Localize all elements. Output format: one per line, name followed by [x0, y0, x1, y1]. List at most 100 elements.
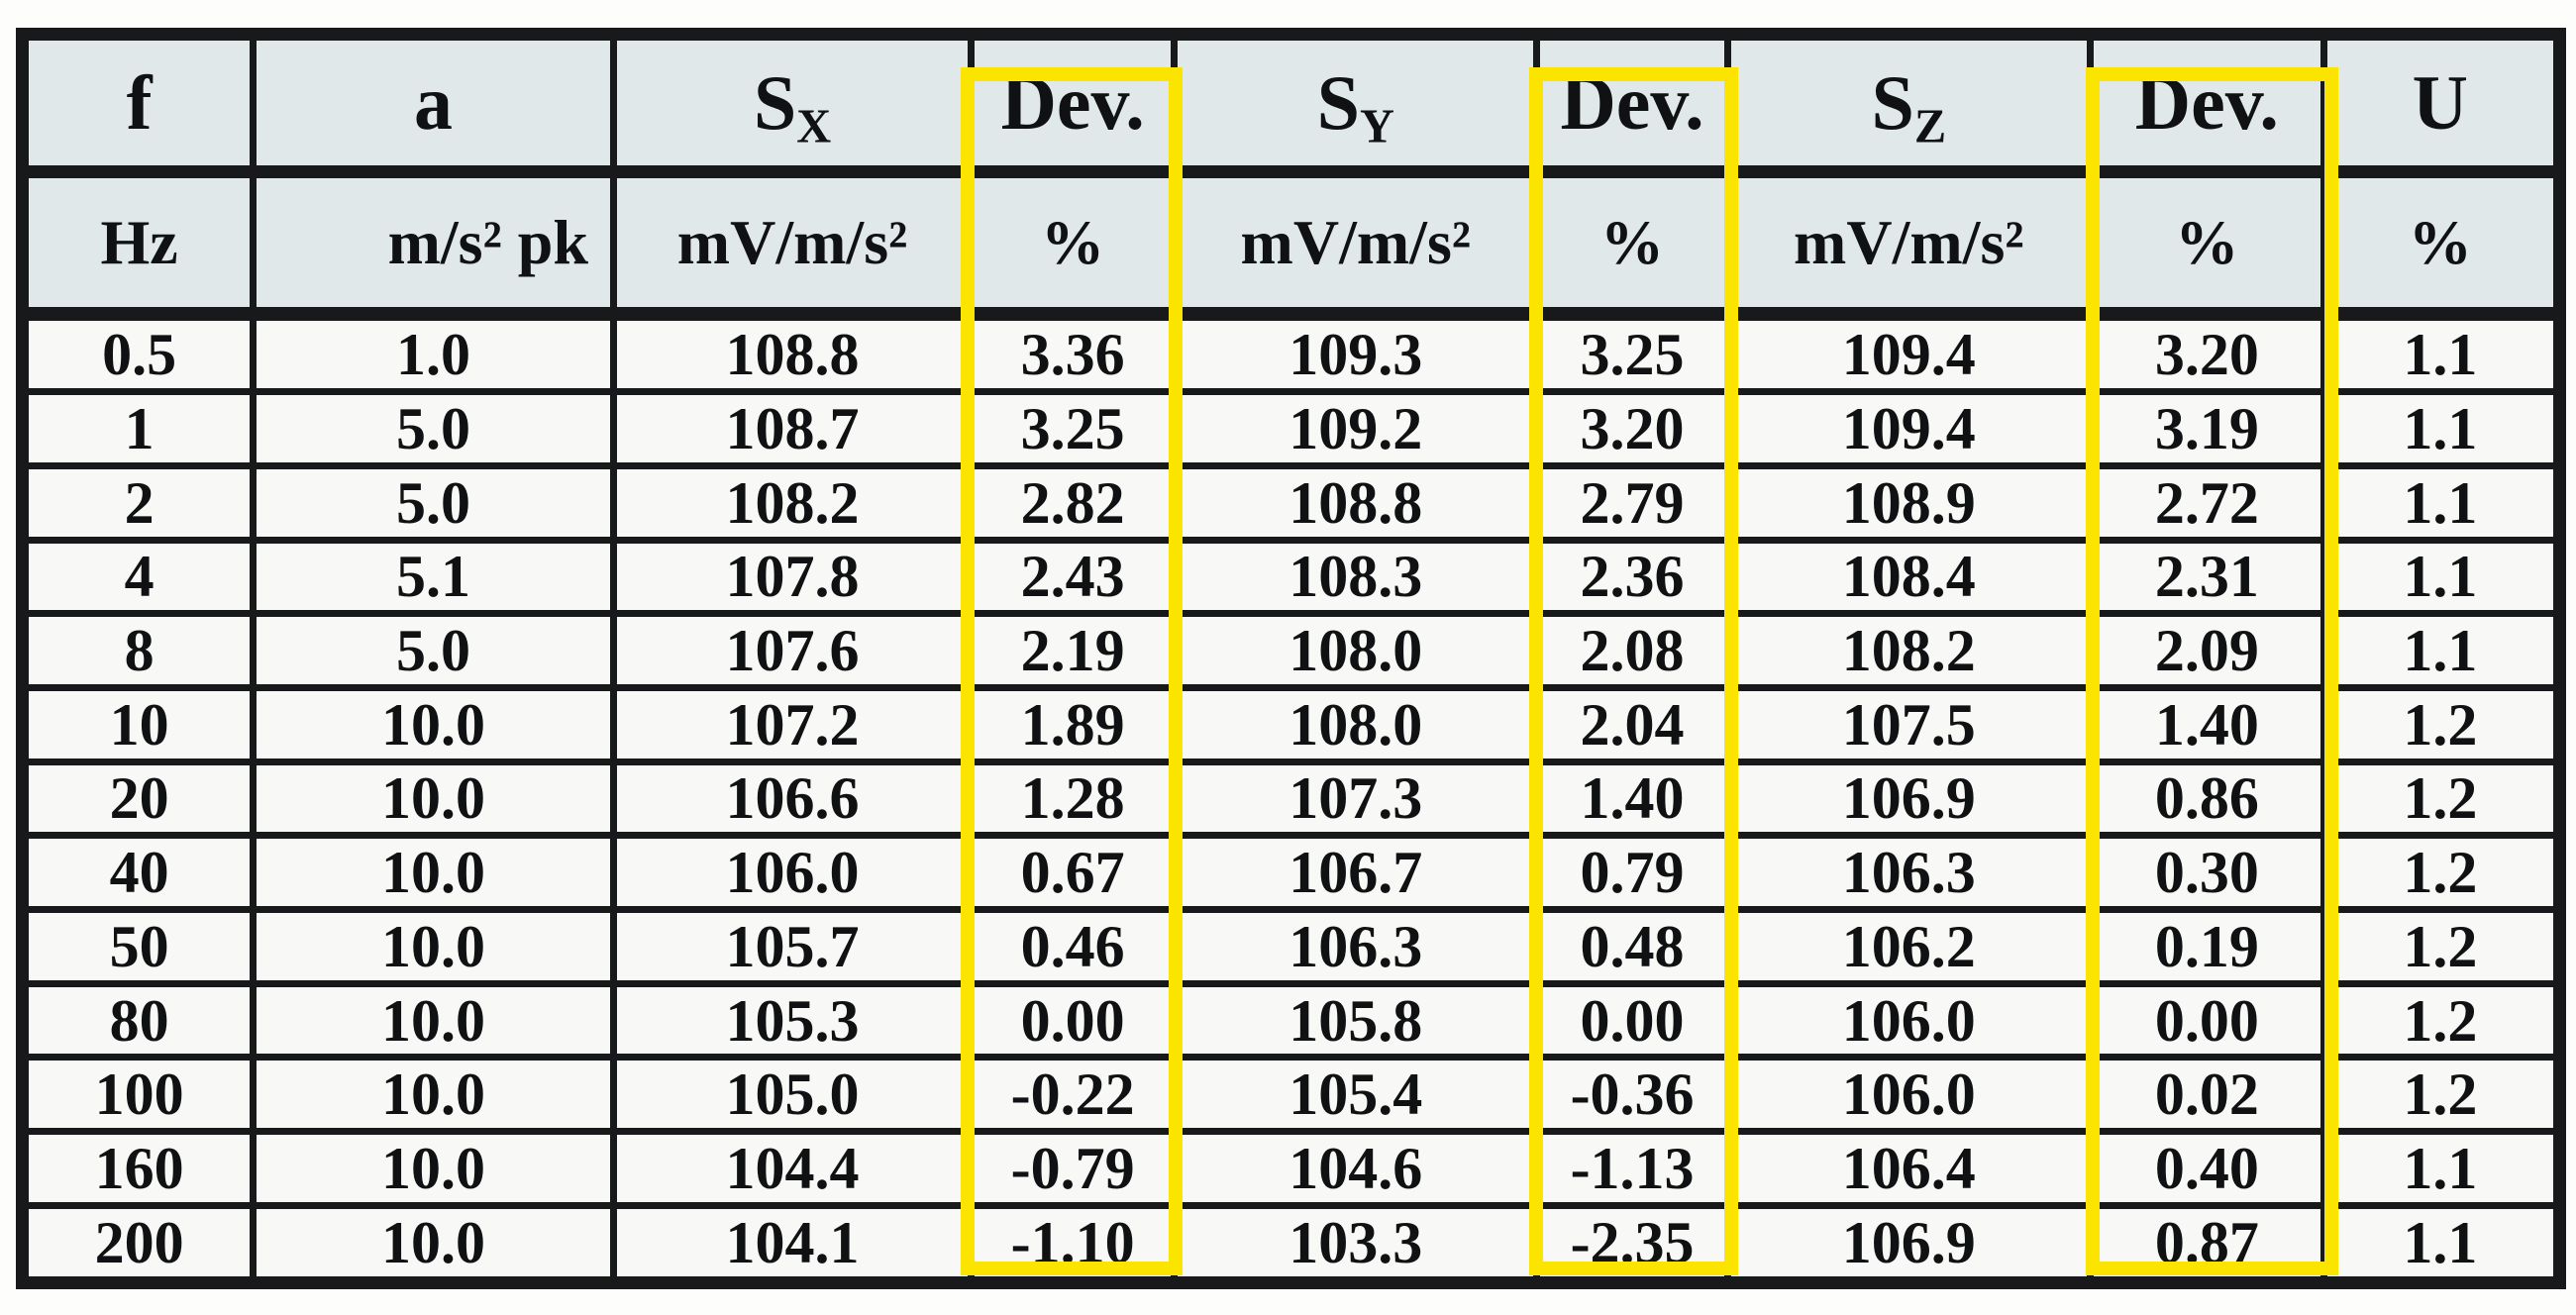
table-header: f a SX Dev. SY Dev. SZ Dev. U Hz m/s² pk…	[18, 31, 2564, 321]
unit-dev-z: %	[2086, 168, 2327, 321]
cell-sz: 106.4	[1723, 1128, 2094, 1209]
cell-dev-x: 0.67	[968, 832, 1179, 914]
cell-dev-y: 2.79	[1533, 461, 1731, 544]
cell-a: 10.0	[250, 1054, 617, 1136]
calibration-table-wrap: f a SX Dev. SY Dev. SZ Dev. U Hz m/s² pk…	[16, 28, 2566, 1289]
cell-sx: 108.7	[609, 388, 976, 469]
table-row: 50 10.0 105.7 0.46 106.3 0.48 106.2 0.19 1.2	[18, 906, 2564, 987]
header-sx-subscript: X	[796, 100, 832, 153]
cell-dev-x: 3.36	[968, 310, 1179, 396]
cell-sz: 108.2	[1723, 610, 2094, 691]
cell-u: 1.2	[2319, 1054, 2564, 1136]
cell-dev-y: -1.13	[1533, 1128, 1731, 1209]
cell-dev-y: 1.40	[1533, 758, 1731, 840]
cell-f: 10	[18, 683, 258, 765]
cell-sx: 105.7	[609, 906, 976, 987]
table-row: 8 5.0 107.6 2.19 108.0 2.08 108.2 2.09 1.1	[18, 610, 2564, 691]
cell-f: 50	[18, 906, 258, 987]
cell-a: 5.1	[250, 536, 617, 618]
cell-u: 1.2	[2319, 683, 2564, 765]
cell-dev-z: 3.20	[2086, 310, 2327, 396]
table-row: 100 10.0 105.0 -0.22 105.4 -0.36 106.0 0.02 1.2	[18, 1054, 2564, 1136]
cell-dev-y: -2.35	[1533, 1201, 1731, 1287]
cell-f: 40	[18, 832, 258, 914]
cell-sz: 107.5	[1723, 683, 2094, 765]
cell-sx: 107.2	[609, 683, 976, 765]
unit-u: %	[2319, 168, 2564, 321]
header-dev-x: Dev.	[968, 31, 1179, 178]
cell-dev-z: 0.86	[2086, 758, 2327, 840]
unit-f: Hz	[18, 168, 258, 321]
table-row: 20 10.0 106.6 1.28 107.3 1.40 106.9 0.86 1.2	[18, 758, 2564, 840]
cell-f: 160	[18, 1128, 258, 1209]
header-a: a	[250, 31, 617, 178]
table-row: 80 10.0 105.3 0.00 105.8 0.00 106.0 0.00 1.2	[18, 979, 2564, 1062]
cell-u: 1.1	[2319, 610, 2564, 691]
cell-sy: 109.2	[1171, 388, 1541, 469]
cell-sy: 107.3	[1171, 758, 1541, 840]
header-row-symbols: f a SX Dev. SY Dev. SZ Dev. U	[18, 31, 2564, 178]
cell-f: 1	[18, 388, 258, 469]
cell-a: 5.0	[250, 461, 617, 544]
table-row: 4 5.1 107.8 2.43 108.3 2.36 108.4 2.31 1.1	[18, 536, 2564, 618]
header-dev-z-label: Dev.	[2134, 59, 2279, 146]
cell-dev-x: -0.22	[968, 1054, 1179, 1136]
cell-dev-y: 3.20	[1533, 388, 1731, 469]
cell-a: 10.0	[250, 1201, 617, 1287]
cell-a: 5.0	[250, 610, 617, 691]
calibration-table: f a SX Dev. SY Dev. SZ Dev. U Hz m/s² pk…	[16, 28, 2566, 1289]
cell-sx: 107.8	[609, 536, 976, 618]
cell-a: 1.0	[250, 310, 617, 396]
cell-dev-z: 3.19	[2086, 388, 2327, 469]
cell-f: 20	[18, 758, 258, 840]
cell-dev-z: 0.00	[2086, 979, 2327, 1062]
unit-a: m/s² pk	[250, 168, 617, 321]
unit-dev-x: %	[968, 168, 1179, 321]
header-u-label: U	[2412, 59, 2469, 146]
table-row: 1 5.0 108.7 3.25 109.2 3.20 109.4 3.19 1.1	[18, 388, 2564, 469]
cell-dev-z: 1.40	[2086, 683, 2327, 765]
cell-dev-x: 2.43	[968, 536, 1179, 618]
cell-dev-y: 3.25	[1533, 310, 1731, 396]
cell-sy: 108.0	[1171, 683, 1541, 765]
cell-sz: 106.0	[1723, 979, 2094, 1062]
cell-sy: 108.8	[1171, 461, 1541, 544]
cell-a: 10.0	[250, 758, 617, 840]
header-sz-label: S	[1871, 59, 1914, 146]
table-row: 160 10.0 104.4 -0.79 104.6 -1.13 106.4 0.40 1.1	[18, 1128, 2564, 1209]
cell-sy: 104.6	[1171, 1128, 1541, 1209]
cell-sz: 106.9	[1723, 758, 2094, 840]
cell-f: 8	[18, 610, 258, 691]
cell-dev-z: 0.19	[2086, 906, 2327, 987]
cell-sy: 105.8	[1171, 979, 1541, 1062]
cell-sz: 109.4	[1723, 310, 2094, 396]
cell-a: 10.0	[250, 979, 617, 1062]
cell-f: 2	[18, 461, 258, 544]
cell-u: 1.2	[2319, 758, 2564, 840]
cell-sx: 105.0	[609, 1054, 976, 1136]
header-dev-y-label: Dev.	[1560, 59, 1704, 146]
header-row-units: Hz m/s² pk mV/m/s² % mV/m/s² % mV/m/s² %…	[18, 168, 2564, 321]
cell-sx: 104.1	[609, 1201, 976, 1287]
cell-sz: 106.0	[1723, 1054, 2094, 1136]
header-sy-label: S	[1316, 59, 1361, 146]
cell-dev-x: 0.00	[968, 979, 1179, 1062]
cell-sz: 108.4	[1723, 536, 2094, 618]
cell-a: 10.0	[250, 1128, 617, 1209]
cell-sz: 106.2	[1723, 906, 2094, 987]
cell-dev-y: -0.36	[1533, 1054, 1731, 1136]
cell-dev-z: 2.09	[2086, 610, 2327, 691]
cell-sx: 106.0	[609, 832, 976, 914]
cell-dev-y: 0.48	[1533, 906, 1731, 987]
cell-sz: 109.4	[1723, 388, 2094, 469]
cell-dev-x: 1.89	[968, 683, 1179, 765]
cell-dev-z: 2.31	[2086, 536, 2327, 618]
cell-f: 100	[18, 1054, 258, 1136]
cell-dev-x: 2.19	[968, 610, 1179, 691]
cell-u: 1.1	[2319, 310, 2564, 396]
cell-dev-z: 0.40	[2086, 1128, 2327, 1209]
cell-sy: 108.3	[1171, 536, 1541, 618]
cell-f: 4	[18, 536, 258, 618]
cell-u: 1.1	[2319, 461, 2564, 544]
cell-a: 5.0	[250, 388, 617, 469]
